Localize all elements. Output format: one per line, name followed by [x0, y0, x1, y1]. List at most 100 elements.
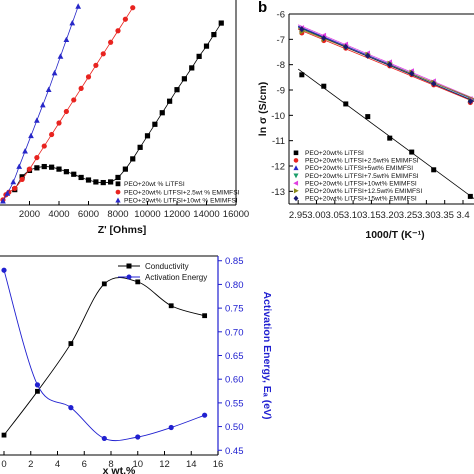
data-point-peo-20wt-litfsi-15wt-emimfsi — [467, 98, 473, 105]
y-tick-label: -13 — [271, 187, 285, 198]
data-point-peo-20wt-litfsi — [174, 87, 180, 93]
data-point-peo-20wt-litfsi-2-5wt-emimfsi — [12, 185, 18, 191]
data-point-peo-20wt-litfsi-10wt-emimfsi — [10, 178, 17, 185]
legend-label: PEO+20wt% LiTFSI+7.5wt% EMIMFSI — [305, 173, 419, 180]
data-point-activation-energy — [168, 424, 174, 431]
data-point-conductivity — [168, 303, 174, 309]
x-tick-label: 8 — [108, 459, 113, 470]
legend-label: PEO+20wt% LiTFSI+5wt% EMIMFSI — [305, 165, 413, 172]
data-point-peo-20wt-litfsi-15wt-emimfsi — [299, 26, 305, 33]
data-point-peo-20wt-litfsi-2-5wt-emimfsi — [93, 62, 99, 68]
y-tick-label: -6 — [277, 10, 285, 21]
legend-marker — [293, 180, 299, 186]
y2-tick-label: 0.85 — [225, 256, 244, 267]
data-point-peo-20wt-litfsi-10wt-emimfsi — [22, 148, 28, 154]
data-point-conductivity — [35, 388, 40, 394]
x-tick-label: 16000 — [223, 209, 249, 220]
y2-tick-label: 0.45 — [225, 446, 244, 457]
trend-line-conductivity — [3, 277, 205, 436]
data-point-activation-energy — [1, 267, 7, 273]
data-point-peo-20wt-litfsi-10wt-emimfsi — [16, 163, 23, 169]
trend-line-activation-energy — [3, 270, 205, 442]
data-point-peo-20wt-litfsi-10wt-emimfsi — [39, 101, 46, 108]
data-point-peo-20wt-litfsi-2-5wt-emimfsi — [122, 16, 128, 22]
data-point-peo-20wt-litfsi-2-5wt-emimfsi — [115, 28, 121, 34]
legend: Conductivity Activation Energy — [118, 262, 207, 282]
data-point-peo-20wt-litfsi-2-5wt-emimfsi — [63, 108, 69, 115]
x-tick-label: 8000 — [107, 209, 128, 220]
data-point-peo-20wt-litfsi — [49, 164, 55, 170]
data-point-peo-20wt-litfsi — [100, 179, 106, 186]
data-point-peo-20wt-litfsi-15wt-emimfsi — [431, 80, 437, 87]
data-point-peo-20wt-litfsi — [321, 83, 327, 89]
panel-impedance-plot: 2000 4000 6000 8000 10000 12000 14000 16000 Z' [… — [0, 0, 249, 236]
x-tick-label: 3.25 — [399, 210, 418, 221]
x-tick-label: 3.35 — [435, 210, 454, 221]
data-point-peo-20wt-litfsi-10wt-emimfsi — [0, 198, 6, 204]
legend-marker — [293, 150, 299, 156]
x-tick-label: 10 — [132, 459, 143, 470]
x-axis-title: Z' [Ohms] — [98, 224, 147, 236]
legend-label: PEO+20wt% LiTFSI+12.5wt% EMIMFSI — [305, 188, 422, 195]
data-point-peo-20wt-litfsi-2-5wt-emimfsi — [71, 97, 77, 103]
data-point-peo-20wt-litfsi-15wt-emimfsi — [343, 43, 349, 51]
x-tick-label: 4000 — [48, 209, 69, 220]
data-point-peo-20wt-litfsi-10wt-emimfsi — [45, 86, 52, 93]
x-tick-label: 0 — [1, 459, 6, 470]
data-point-peo-20wt-litfsi — [189, 65, 195, 71]
fit-line-peo-20wt-litfsi-10wt-emimfsi — [298, 24, 474, 99]
data-point-peo-20wt-litfsi-2-5wt-emimfsi — [85, 74, 92, 80]
x-tick-label: 3.05 — [326, 210, 345, 221]
fit-line-peo-20wt-litfsi-12-5wt-emimfsi — [298, 27, 474, 100]
legend-label: PEO+20wt % LiTFSI — [124, 181, 185, 188]
x-tick-label: 2 — [28, 459, 33, 470]
panel-arrhenius-plot: -6 -7 -8 -9 -10 -11 -12 -13 2.95 3.00 3.05 3.10 3.15… — [257, 0, 474, 241]
data-point-peo-20wt-litfsi — [108, 179, 114, 185]
data-point-conductivity — [101, 281, 107, 287]
data-point-peo-20wt-litfsi — [63, 169, 69, 175]
x-tick-label: 12000 — [164, 209, 190, 220]
legend-label: PEO+20wt% LiTFSI+2.5wt % EMIMFSI — [124, 189, 240, 196]
x-tick-label: 14 — [186, 459, 197, 470]
y-tick-label: -11 — [272, 136, 285, 147]
data-point-peo-20wt-litfsi — [41, 163, 47, 170]
data-point-peo-20wt-litfsi — [93, 179, 99, 185]
y-tick-label: -9 — [277, 86, 285, 97]
data-point-peo-20wt-litfsi — [167, 98, 173, 104]
data-point-peo-20wt-litfsi-10wt-emimfsi — [34, 117, 40, 123]
x-tick-label: 16 — [213, 459, 224, 470]
legend-marker — [293, 195, 299, 202]
data-point-peo-20wt-litfsi-2-5wt-emimfsi — [100, 51, 106, 57]
data-point-peo-20wt-litfsi-2-5wt-emimfsi — [41, 143, 47, 149]
data-point-peo-20wt-litfsi — [56, 166, 62, 172]
data-point-peo-20wt-litfsi — [467, 193, 473, 199]
data-point-peo-20wt-litfsi — [211, 31, 217, 38]
data-point-peo-20wt-litfsi — [78, 174, 84, 181]
legend-marker — [115, 181, 121, 187]
legend-label: Conductivity — [145, 262, 189, 271]
panel-label: b — [258, 0, 267, 16]
y-tick-label: -12 — [271, 162, 285, 173]
legend-marker — [115, 197, 121, 203]
x-tick-label: 6 — [82, 459, 87, 470]
fit-line-peo-20wt-litfsi-15wt-emimfsi — [298, 26, 474, 102]
y2-tick-label: 0.60 — [225, 375, 244, 386]
plot-area — [297, 24, 474, 199]
y2-tick-label: 0.55 — [225, 398, 244, 409]
data-point-peo-20wt-litfsi — [218, 20, 224, 26]
data-point-peo-20wt-litfsi-2-5wt-emimfsi — [49, 131, 55, 138]
y2-tick-label: 0.80 — [225, 280, 244, 291]
x-tick-label: 3.30 — [417, 210, 436, 221]
data-point-peo-20wt-litfsi — [343, 101, 349, 107]
data-point-conductivity — [135, 279, 141, 285]
data-point-activation-energy — [202, 412, 208, 418]
data-point-peo-20wt-litfsi-10wt-emimfsi — [51, 69, 58, 76]
data-point-peo-20wt-litfsi — [85, 177, 92, 183]
data-point-peo-20wt-litfsi-10wt-emimfsi — [4, 190, 11, 196]
data-point-activation-energy — [34, 382, 41, 388]
data-point-peo-20wt-litfsi — [130, 156, 136, 162]
data-point-peo-20wt-litfsi — [71, 171, 77, 177]
legend-marker — [293, 188, 299, 194]
legend-label: PEO+20wt% LiTFSI — [305, 150, 364, 157]
